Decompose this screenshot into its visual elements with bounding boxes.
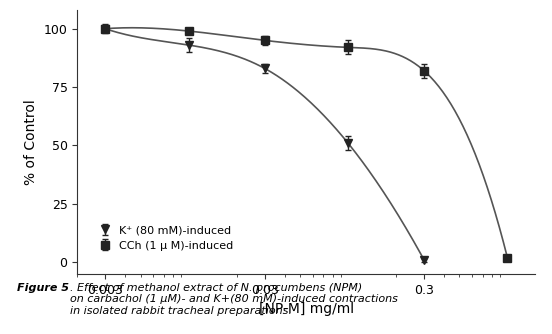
Text: . Effect of methanol extract of N. procumbens (NPM)
on carbachol (1 μM)- and K+(: . Effect of methanol extract of N. procu… [70,283,397,316]
X-axis label: [NP-M] mg/ml: [NP-M] mg/ml [259,302,354,316]
Text: Figure 5: Figure 5 [17,283,68,293]
Legend: K⁺ (80 mM)-induced, CCh (1 μ M)-induced: K⁺ (80 mM)-induced, CCh (1 μ M)-induced [92,221,237,255]
Y-axis label: % of Control: % of Control [24,99,38,185]
